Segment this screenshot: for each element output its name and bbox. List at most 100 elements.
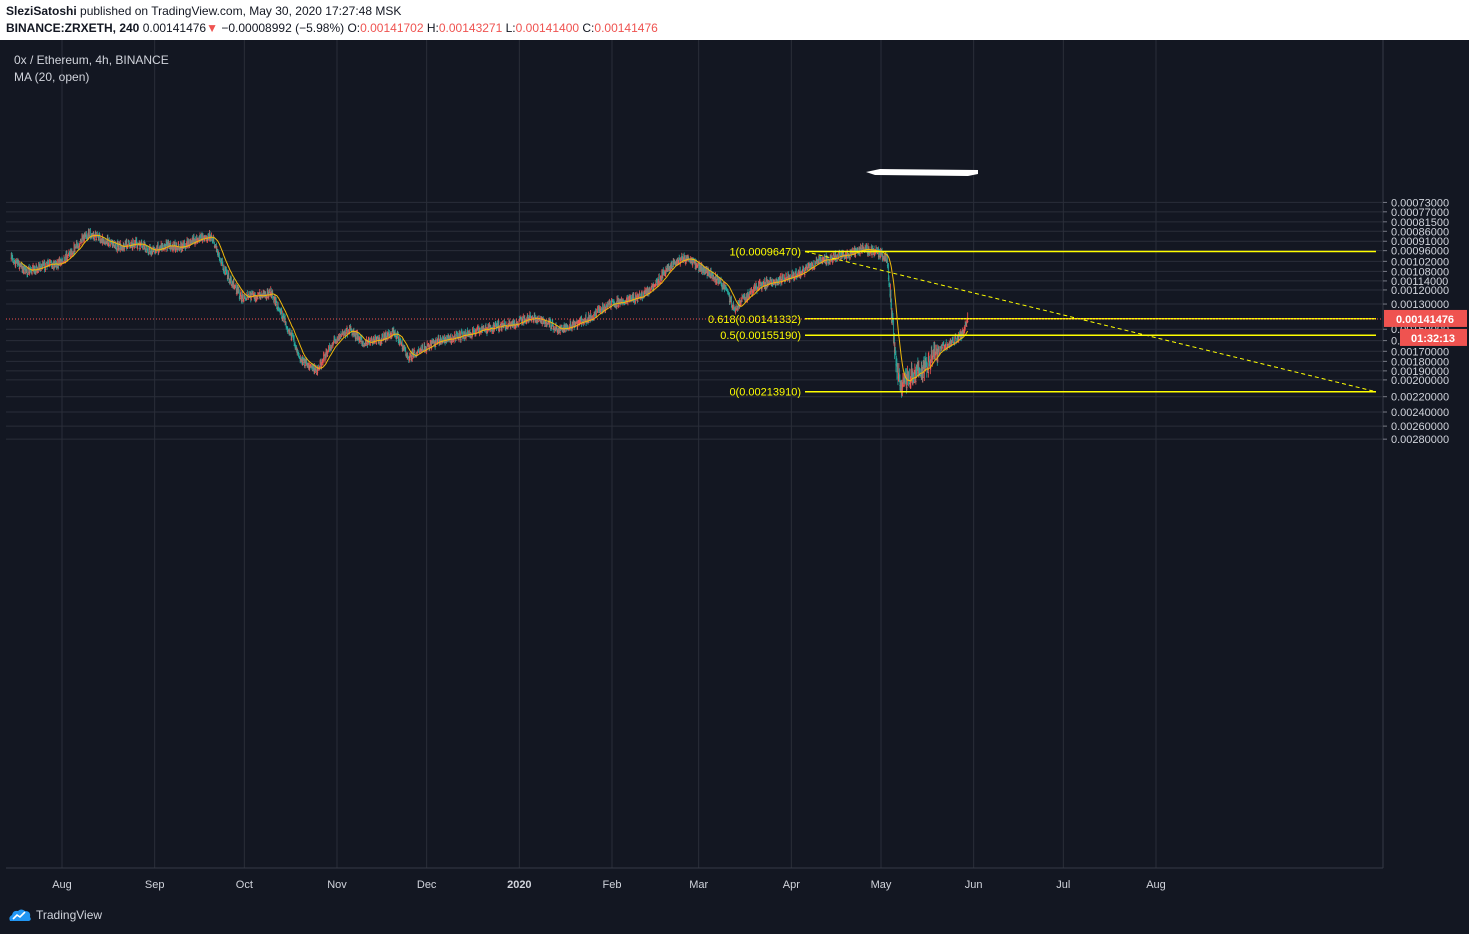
candle (311, 363, 313, 369)
candle (316, 368, 318, 376)
candle-body (264, 296, 266, 298)
candle-body (146, 246, 148, 248)
candle-body (159, 248, 161, 250)
candle (78, 243, 81, 249)
candle-body (399, 342, 401, 343)
candle (115, 242, 117, 250)
candle-body (31, 272, 33, 274)
candle-body (316, 371, 319, 373)
candle (474, 328, 477, 337)
candle-body (237, 290, 240, 291)
candle (668, 263, 670, 271)
candle-body (413, 351, 415, 353)
candle (638, 290, 641, 296)
candle-body (459, 336, 461, 338)
candle-body (241, 300, 243, 301)
candle (403, 344, 405, 350)
candle-body (761, 288, 763, 289)
candle (608, 298, 611, 305)
candle-body (294, 345, 296, 347)
candle-body (395, 336, 397, 338)
candle-body (828, 262, 830, 264)
candle (462, 331, 465, 339)
candle (815, 256, 817, 265)
candle-body (451, 339, 454, 341)
candle (83, 232, 86, 243)
candle-body (308, 367, 311, 369)
candle-body (85, 237, 88, 239)
candle-body (397, 340, 399, 341)
candle (691, 257, 693, 264)
candle (809, 262, 811, 269)
candle-body (575, 323, 577, 324)
candle-body (675, 264, 677, 266)
candle (812, 263, 814, 266)
candle-body (149, 251, 151, 252)
candle-body (802, 270, 804, 271)
candle-body (610, 304, 613, 306)
candle (280, 308, 282, 315)
candle (147, 248, 149, 252)
candle-body (15, 262, 17, 264)
candle (605, 302, 607, 310)
candle (755, 280, 757, 291)
candle-body (300, 359, 302, 361)
candle-body (161, 250, 163, 252)
candle (411, 354, 413, 361)
candle-body (411, 358, 413, 359)
candle-body (712, 274, 714, 275)
candle-body (522, 317, 525, 318)
candle-body (286, 327, 288, 329)
candle (355, 329, 358, 335)
candle-body (816, 260, 818, 262)
candle (173, 241, 176, 249)
candle (675, 261, 677, 266)
candle (415, 351, 417, 358)
candle (819, 256, 821, 263)
candle (336, 336, 339, 344)
candle (304, 358, 306, 369)
candle-body (672, 266, 674, 268)
candle (413, 347, 415, 353)
author[interactable]: SleziSatoshi (6, 4, 77, 18)
candle-body (345, 332, 348, 334)
candle-body (514, 326, 517, 328)
candle (244, 293, 246, 299)
candle (736, 305, 738, 310)
candle-body (66, 258, 69, 260)
candle (594, 310, 596, 316)
candle-body (709, 273, 711, 275)
candle (433, 339, 435, 344)
candle (461, 329, 463, 335)
candle (759, 278, 761, 284)
candle-body (83, 239, 86, 241)
candle-body (164, 246, 166, 247)
candle (647, 287, 649, 297)
candle (460, 328, 463, 334)
candle-body (805, 268, 807, 270)
candle-body (650, 289, 652, 291)
candle-body (809, 267, 811, 269)
candle-body (120, 247, 122, 249)
candle (805, 264, 807, 271)
candle (770, 276, 772, 282)
candle-body (485, 331, 488, 333)
candle-body (660, 276, 662, 278)
candle-body (359, 338, 361, 340)
candle (18, 260, 20, 267)
candle-body (283, 320, 285, 322)
candle-body (128, 241, 130, 243)
candle-body (624, 303, 627, 305)
candle-body (657, 283, 660, 285)
candle-body (795, 271, 797, 273)
candle (667, 264, 669, 272)
candle (802, 265, 804, 271)
price-chart[interactable]: 0(0.00213910)0.5(0.00155190)0.618(0.0014… (0, 40, 1469, 900)
candle-body (499, 328, 501, 330)
candle (349, 325, 351, 329)
candle-body (513, 327, 516, 329)
candle-body (199, 240, 201, 242)
candle (50, 260, 52, 263)
candle-body (504, 326, 507, 328)
candle-body (275, 302, 277, 303)
